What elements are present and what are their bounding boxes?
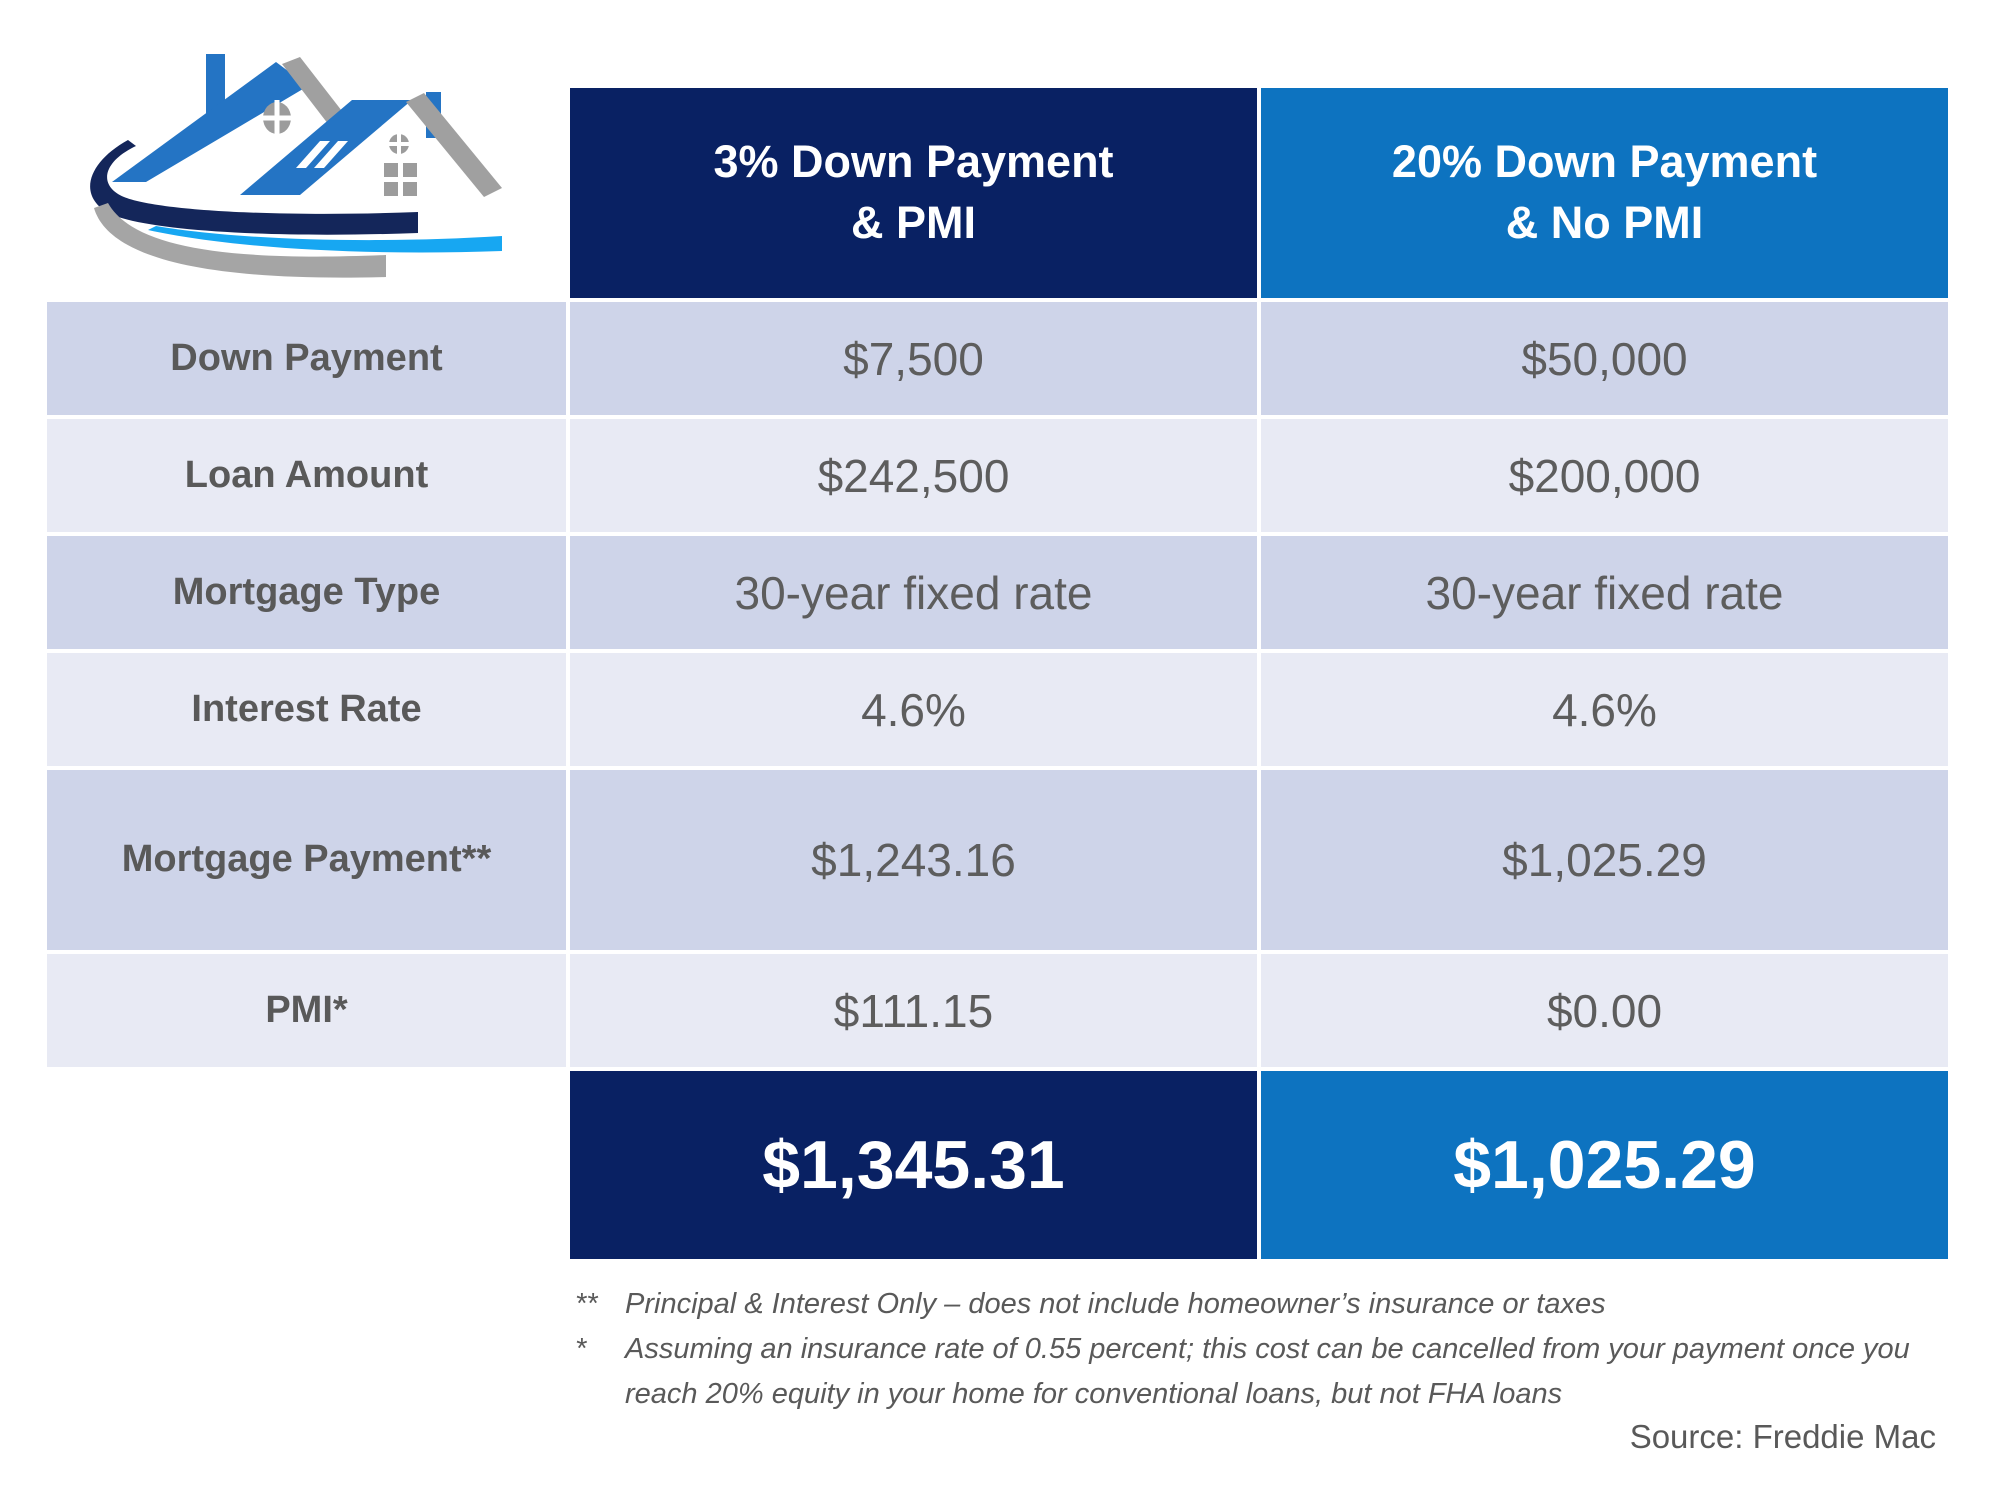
cell-loan-amount-3pct: $242,500 xyxy=(570,419,1257,532)
cell-mortgage-payment-3pct: $1,243.16 xyxy=(570,770,1257,950)
skylight-slat xyxy=(296,141,330,168)
source-attribution: Source: Freddie Mac xyxy=(1629,1418,1936,1455)
cell-interest-rate-3pct: 4.6% xyxy=(570,653,1257,766)
cell-loan-amount-20pct: $200,000 xyxy=(1261,419,1948,532)
cell-pmi-20pct: $0.00 xyxy=(1261,954,1948,1067)
cell-down-payment-3pct: $7,500 xyxy=(570,302,1257,415)
swoosh-navy xyxy=(90,140,419,235)
window-mullion xyxy=(387,142,411,146)
cell-mortgage-type-3pct: 30-year fixed rate xyxy=(570,536,1257,649)
row-label-down-payment: Down Payment xyxy=(47,302,566,415)
column-header-20pct: 20% Down Payment & No PMI xyxy=(1261,88,1948,298)
cell-mortgage-type-20pct: 30-year fixed rate xyxy=(1261,536,1948,649)
left-house-chimney xyxy=(206,54,225,116)
left-house-roof-blue xyxy=(112,62,308,182)
window-mullion xyxy=(384,177,417,182)
column-header-line: 3% Down Payment xyxy=(713,136,1114,188)
total-20pct: $1,025.29 xyxy=(1261,1071,1948,1259)
cell-pmi-3pct: $111.15 xyxy=(570,954,1257,1067)
swoosh-gray xyxy=(94,203,386,278)
houses-logo-icon xyxy=(90,54,502,278)
right-house-roof-blue xyxy=(240,100,412,195)
footnotes: ** Principal & Interest Only – does not … xyxy=(575,1282,1930,1417)
skylight-slat xyxy=(314,141,348,168)
cell-interest-rate-20pct: 4.6% xyxy=(1261,653,1948,766)
column-header-line: 20% Down Payment xyxy=(1391,136,1818,188)
column-header-line: & No PMI xyxy=(1505,197,1704,248)
left-house-roof-gray xyxy=(282,57,352,133)
footnote-principal-interest: ** Principal & Interest Only – does not … xyxy=(575,1282,1930,1327)
footnote-insurance-rate: * Assuming an insurance rate of 0.55 per… xyxy=(575,1327,1930,1417)
comparison-table: 3% Down Payment & PMI 20% Down Payment &… xyxy=(47,88,1948,1259)
cell-down-payment-20pct: $50,000 xyxy=(1261,302,1948,415)
row-label-mortgage-payment: Mortgage Payment** xyxy=(47,770,566,950)
row-label-pmi: PMI* xyxy=(47,954,566,1067)
column-header-line: & PMI xyxy=(850,197,976,248)
row-label-mortgage-type: Mortgage Type xyxy=(47,536,566,649)
right-house-roof-gray xyxy=(406,93,502,197)
footnote-marker: * xyxy=(575,1332,587,1365)
column-header-3pct: 3% Down Payment & PMI xyxy=(570,88,1257,298)
row-label-interest-rate: Interest Rate xyxy=(47,653,566,766)
total-spacer-cell xyxy=(47,1071,566,1259)
footnote-text: Principal & Interest Only – does not inc… xyxy=(625,1288,1606,1320)
header-spacer-cell xyxy=(47,88,566,298)
total-3pct: $1,345.31 xyxy=(570,1071,1257,1259)
row-label-loan-amount: Loan Amount xyxy=(47,419,566,532)
swoosh-lightblue xyxy=(148,226,502,253)
footnote-text: Assuming an insurance rate of 0.55 perce… xyxy=(625,1332,1910,1410)
footnote-marker: ** xyxy=(575,1288,598,1320)
cell-mortgage-payment-20pct: $1,025.29 xyxy=(1261,770,1948,950)
window-mullion xyxy=(261,115,293,121)
